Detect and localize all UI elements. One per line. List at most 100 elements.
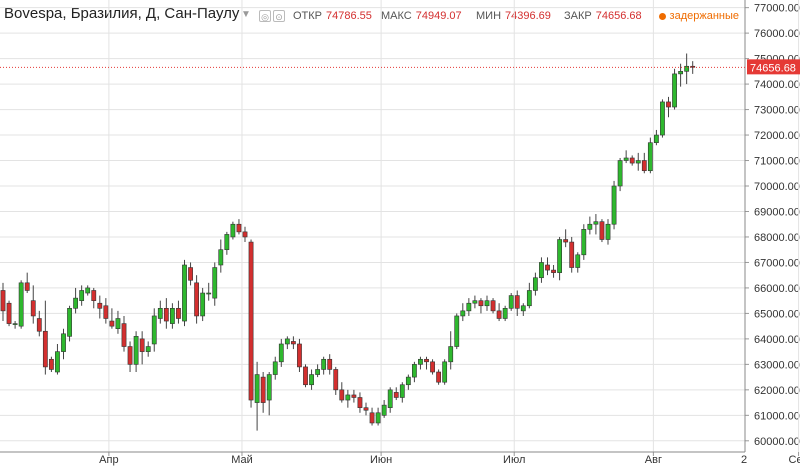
candle-body[interactable] (278, 343, 284, 363)
candle-body[interactable] (442, 361, 448, 383)
candle-body[interactable] (635, 160, 641, 164)
candle-body[interactable] (127, 346, 133, 365)
candle-body[interactable] (79, 290, 85, 301)
candle-body[interactable] (539, 262, 544, 279)
candle-body[interactable] (399, 384, 405, 398)
candle-body[interactable] (454, 315, 460, 347)
candle-body[interactable] (351, 394, 357, 398)
candle-body[interactable] (200, 292, 206, 317)
candle-body[interactable] (611, 185, 617, 225)
compare-icon[interactable]: ⊙ (273, 10, 285, 22)
candle-body[interactable] (593, 221, 599, 225)
candle-body[interactable] (496, 310, 502, 319)
candle-body[interactable] (321, 358, 327, 370)
candle-body[interactable] (91, 290, 97, 301)
candle-body[interactable] (182, 264, 187, 322)
candle-body[interactable] (48, 358, 54, 370)
candle-body[interactable] (103, 305, 109, 319)
candle-body[interactable] (647, 142, 653, 172)
candle-body[interactable] (55, 351, 60, 373)
candle-body[interactable] (42, 330, 48, 368)
candle-body[interactable] (563, 239, 569, 243)
candle-body[interactable] (297, 343, 302, 368)
candle-body[interactable] (85, 287, 91, 294)
candle-body[interactable] (260, 376, 266, 403)
candle-body[interactable] (617, 160, 623, 187)
candle-body[interactable] (206, 292, 212, 295)
symbol-title[interactable]: Bovespa, Бразилия, Д, Сан-Паулу (4, 5, 240, 22)
candle-body[interactable] (430, 361, 435, 373)
candle-body[interactable] (526, 290, 532, 307)
candle-body[interactable] (339, 389, 345, 401)
candle-body[interactable] (666, 101, 671, 108)
candle-body[interactable] (212, 267, 218, 299)
candle-body[interactable] (587, 223, 593, 230)
candle-body[interactable] (575, 254, 581, 268)
candle-body[interactable] (375, 412, 381, 424)
candle-body[interactable] (532, 277, 538, 291)
candle-body[interactable] (545, 264, 550, 271)
candle-body[interactable] (254, 374, 260, 403)
candle-body[interactable] (272, 361, 278, 375)
candle-body[interactable] (242, 231, 248, 238)
candle-body[interactable] (466, 302, 472, 312)
candle-body[interactable] (345, 394, 351, 401)
candle-body[interactable] (684, 65, 690, 72)
candle-body[interactable] (551, 269, 556, 273)
candle-body[interactable] (490, 300, 496, 312)
candle-body[interactable] (61, 333, 66, 352)
candle-body[interactable] (133, 336, 139, 365)
candle-body[interactable] (327, 358, 333, 370)
settings-icon[interactable]: ◎ (259, 10, 271, 22)
candle-body[interactable] (73, 297, 78, 309)
candle-body[interactable] (405, 376, 411, 386)
candle-body[interactable] (333, 369, 339, 391)
candle-body[interactable] (218, 249, 224, 266)
candle-body[interactable] (369, 412, 375, 424)
candle-body[interactable] (236, 223, 242, 233)
candle-body[interactable] (163, 308, 169, 322)
candle-body[interactable] (109, 320, 115, 327)
candle-body[interactable] (97, 302, 103, 309)
candle-body[interactable] (557, 239, 562, 273)
candle-body[interactable] (12, 323, 18, 325)
candle-body[interactable] (472, 300, 478, 304)
candle-body[interactable] (145, 346, 151, 352)
candle-body[interactable] (436, 371, 441, 383)
candle-body[interactable] (678, 71, 683, 75)
candle-body[interactable] (508, 295, 514, 309)
candle-body[interactable] (690, 65, 696, 68)
candle-body[interactable] (6, 302, 12, 324)
candle-body[interactable] (424, 358, 429, 363)
candle-body[interactable] (387, 389, 393, 408)
candle-body[interactable] (629, 157, 635, 164)
candle-body[interactable] (36, 318, 42, 332)
symbol-dropdown-icon[interactable]: ▼ (241, 9, 251, 20)
candle-body[interactable] (303, 366, 308, 386)
candle-body[interactable] (418, 358, 423, 365)
candle-body[interactable] (266, 374, 272, 401)
candle-body[interactable] (581, 229, 587, 256)
candle-body[interactable] (448, 346, 454, 363)
candle-body[interactable] (672, 73, 677, 108)
candle-body[interactable] (224, 234, 230, 251)
candle-body[interactable] (393, 392, 399, 398)
candle-body[interactable] (660, 101, 665, 136)
candle-body[interactable] (502, 308, 508, 319)
candle-body[interactable] (653, 134, 659, 143)
candle-body[interactable] (176, 308, 181, 319)
candle-body[interactable] (514, 295, 520, 309)
candle-body[interactable] (157, 308, 163, 319)
candle-body[interactable] (605, 223, 611, 240)
candle-body[interactable] (194, 282, 199, 317)
candle-body[interactable] (315, 369, 320, 375)
candle-body[interactable] (24, 282, 30, 291)
candle-body[interactable] (139, 338, 145, 352)
candle-body[interactable] (641, 160, 647, 172)
candle-body[interactable] (381, 404, 387, 416)
candle-body[interactable] (115, 318, 121, 329)
candle-body[interactable] (188, 267, 193, 281)
candle-body[interactable] (30, 300, 36, 317)
candle-body[interactable] (520, 305, 526, 312)
